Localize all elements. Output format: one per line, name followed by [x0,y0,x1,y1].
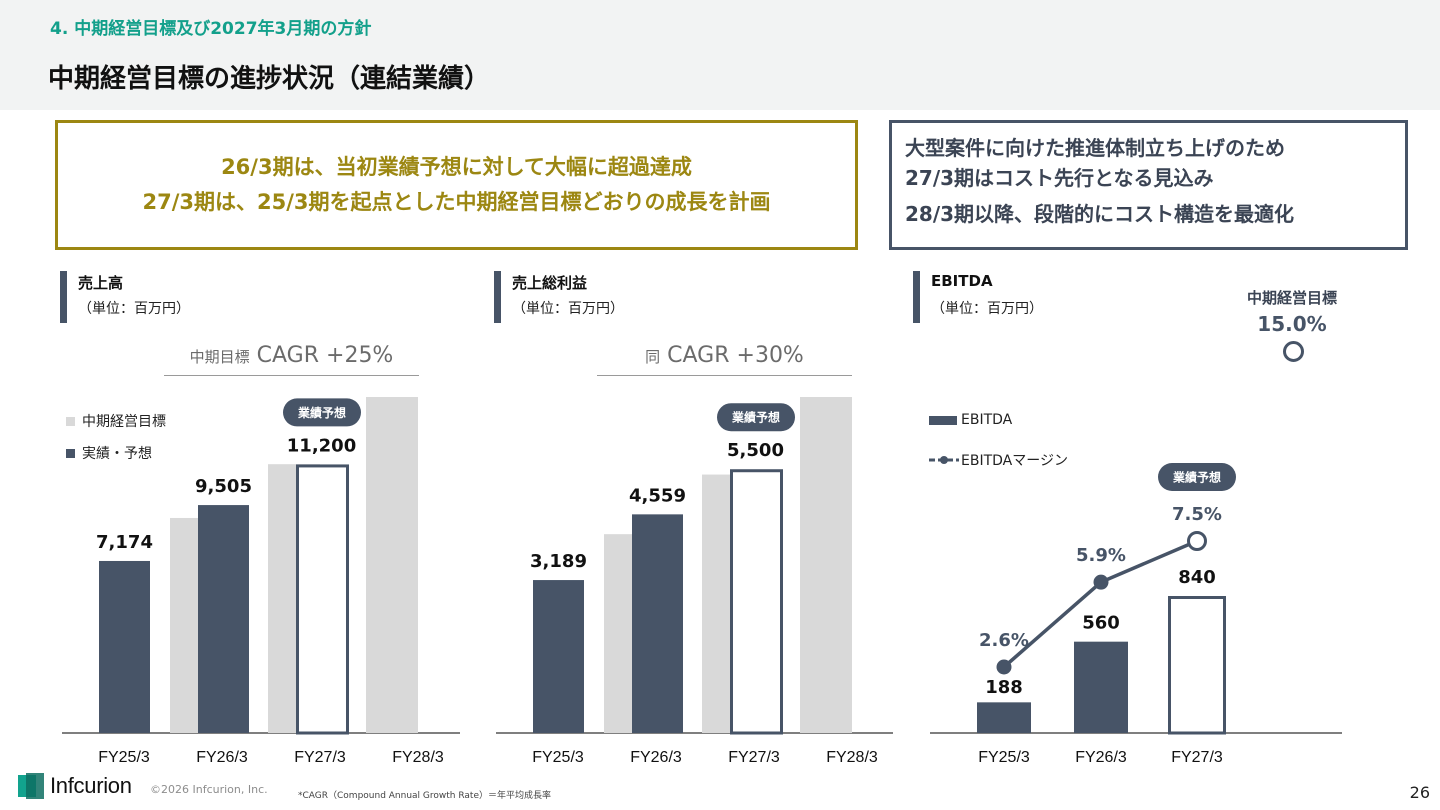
gross-panel-title: 売上総利益 [512,274,588,292]
ebitda-value-label: 560 [1082,613,1120,634]
gross-cagr-underline [597,375,852,376]
sales-forecast-badge-bg [283,398,361,427]
legend-target-label: 中期経営目標 [82,414,166,430]
cost-callout: 大型案件に向けた推進体制立ち上げのため 27/3期はコスト先行となる見込み 28… [889,120,1408,250]
legend-swatch-target [66,416,75,426]
ebitda-forecast-badge: 業績予想 [1172,470,1221,485]
sales-tick-label: FY26/3 [196,749,248,766]
legend-ebitda-label: EBITDA [961,412,1013,428]
gross-cagr-label: 同 CAGR +30% [597,343,852,368]
margin-value-label: 5.9% [1076,545,1126,566]
legend-ebitda: EBITDA [929,412,1012,428]
ebitda-tick-label: FY25/3 [978,749,1030,766]
gross-forecast-badge: 業績予想 [731,410,780,425]
cost-line-2: 27/3期はコスト先行となる見込み [905,166,1214,190]
gross-tick-label: FY26/3 [630,749,682,766]
sales-value-label: 7,174 [96,532,153,553]
cagr-footnote: *CAGR（Compound Annual Growth Rate）＝年平均成長… [298,791,551,801]
sales-actual-bar [99,560,150,733]
gross-value-label: 3,189 [530,551,587,572]
panel-accent-bar [913,271,920,323]
margin-point [996,659,1012,675]
gross-tick-label: FY25/3 [532,749,584,766]
page-number: 26 [1409,783,1430,802]
mtp-label: 中期経営目標 [1246,289,1337,307]
sales-forecast-bar [296,464,349,735]
margin-value-label: 7.5% [1172,504,1222,525]
gross-target-bar [800,397,852,733]
ebitda-bar [977,702,1031,733]
sales-tick-label: FY25/3 [98,749,150,766]
legend-margin-label: EBITDAマージン [961,453,1068,469]
sales-value-label: 11,200 [287,435,356,456]
ebitda-panel-title: EBITDA [931,272,993,290]
header-band: 4. 中期経営目標及び2027年3月期の方針 中期経営目標の進捗状況（連結業績） [0,0,1440,110]
legend-actual: 実績・予想 [66,443,152,463]
panel-accent-bar [60,271,67,323]
sales-cagr-value: CAGR +25% [256,343,394,368]
company-logo: Infcurion [18,773,132,799]
sales-cagr-prefix: 中期目標 [189,348,250,366]
sales-cagr-label: 中期目標 CAGR +25% [164,343,419,368]
sales-panel-title: 売上高 [78,274,124,292]
sales-actual-bar [198,505,249,733]
gross-cagr-value: CAGR +30% [667,343,804,368]
legend-swatch-ebitda [929,415,957,425]
ebitda-tick-label: FY27/3 [1171,749,1223,766]
sales-target-bar [366,397,418,733]
sales-tick-label: FY27/3 [294,749,346,766]
mtp-value: 15.0% [1257,312,1327,336]
cost-line-3: 28/3期以降、段階的にコスト構造を最適化 [905,202,1295,226]
mtp-marker [1283,341,1304,362]
ebitda-forecast-badge-bg [1158,463,1236,491]
copyright: ©2026 Infcurion, Inc. [150,783,268,796]
ebitda-forecast-bar [1168,596,1226,735]
margin-value-label: 2.6% [979,630,1029,651]
ebitda-value-label: 188 [985,677,1023,698]
gross-value-label: 4,559 [629,485,686,506]
section-label: 4. 中期経営目標及び2027年3月期の方針 [50,19,372,39]
logo-text: Infcurion [50,773,132,798]
gross-panel-unit: （単位：百万円） [512,301,624,317]
sales-cagr-underline [164,375,419,376]
gross-actual-bar [533,580,584,733]
summary-callout: 26/3期は、当初業績予想に対して大幅に超過達成 27/3期は、25/3期を起点… [55,120,858,250]
sales-forecast-badge: 業績予想 [297,405,346,420]
legend-target: 中期経営目標 [66,411,166,431]
gross-actual-bar [632,514,683,733]
legend-margin: EBITDAマージン [929,450,1068,470]
gross-forecast-bar [730,469,783,735]
ebitda-tick-label: FY26/3 [1075,749,1127,766]
sales-panel-unit: （単位：百万円） [78,301,190,317]
logo-mark-icon [18,773,44,799]
margin-point [1093,574,1109,590]
legend-actual-label: 実績・予想 [82,446,152,462]
sales-value-label: 9,505 [195,476,252,497]
legend-swatch-margin-line [929,456,959,464]
cost-line-1: 大型案件に向けた推進体制立ち上げのため [905,136,1285,160]
page-title: 中期経営目標の進捗状況（連結業績） [48,64,491,94]
gross-forecast-badge-bg [717,403,795,432]
gross-value-label: 5,500 [727,440,784,461]
gross-cagr-prefix: 同 [645,348,661,366]
gross-tick-label: FY27/3 [728,749,780,766]
ebitda-bar [1074,641,1128,733]
margin-point-forecast [1187,531,1207,551]
sales-tick-label: FY28/3 [392,749,444,766]
ebitda-value-label: 840 [1178,567,1216,588]
gross-tick-label: FY28/3 [826,749,878,766]
ebitda-panel-unit: （単位：百万円） [931,301,1043,317]
summary-line-1: 26/3期は、当初業績予想に対して大幅に超過達成 [221,155,692,179]
panel-accent-bar [494,271,501,323]
legend-swatch-actual [66,448,75,458]
summary-line-2: 27/3期は、25/3期を起点とした中期経営目標どおりの成長を計画 [142,190,771,214]
